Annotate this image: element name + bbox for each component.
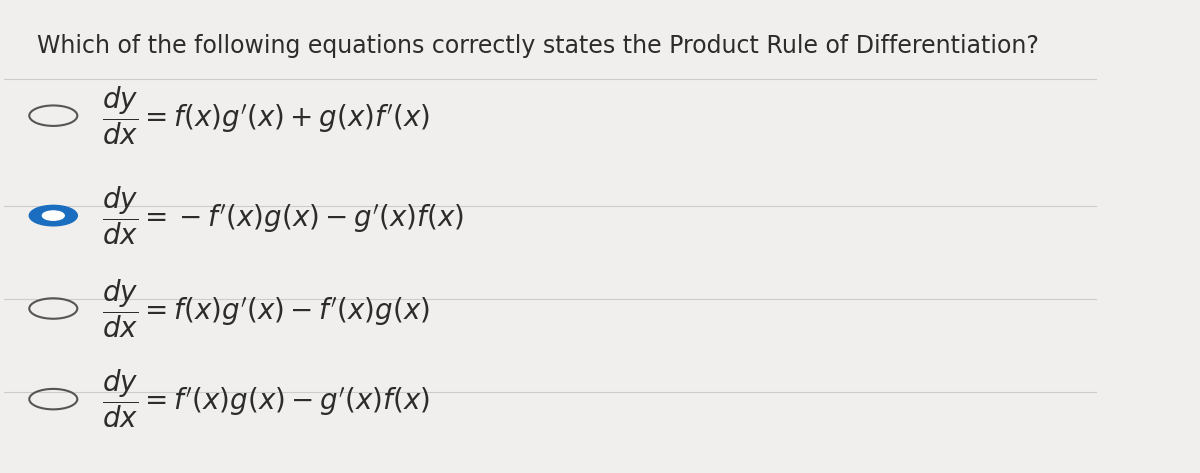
Circle shape xyxy=(42,211,65,220)
Text: $\dfrac{dy}{dx} = f'(x)g(x) - g'(x)f(x)$: $\dfrac{dy}{dx} = f'(x)g(x) - g'(x)f(x)$ xyxy=(102,368,431,430)
Circle shape xyxy=(29,205,77,226)
Text: Which of the following equations correctly states the Product Rule of Differenti: Which of the following equations correct… xyxy=(37,35,1039,58)
Text: $\dfrac{dy}{dx} = -f'(x)g(x) - g'(x)f(x)$: $\dfrac{dy}{dx} = -f'(x)g(x) - g'(x)f(x)… xyxy=(102,184,464,247)
Text: $\dfrac{dy}{dx} = f(x)g'(x) - f'(x)g(x)$: $\dfrac{dy}{dx} = f(x)g'(x) - f'(x)g(x)$ xyxy=(102,277,431,340)
Text: $\dfrac{dy}{dx} = f(x)g'(x) + g(x)f'(x)$: $\dfrac{dy}{dx} = f(x)g'(x) + g(x)f'(x)$ xyxy=(102,84,431,147)
